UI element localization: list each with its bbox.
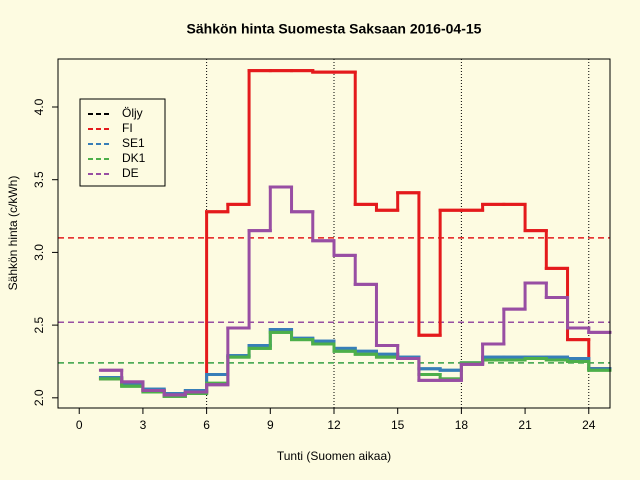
step-connector <box>100 330 610 398</box>
x-tick-label: 21 <box>518 418 532 432</box>
x-tick-label: 0 <box>76 418 83 432</box>
y-tick-label: 4.0 <box>32 98 46 115</box>
legend-label: DE <box>122 166 139 180</box>
step-connector <box>100 69 610 397</box>
x-axis-label: Tunti (Suomen aikaa) <box>277 449 391 463</box>
legend-label: Öljy <box>122 106 143 120</box>
legend-label: FI <box>122 121 133 135</box>
chart-title: Sähkön hinta Suomesta Saksaan 2016-04-15 <box>187 21 482 37</box>
y-tick-label: 3.5 <box>32 171 46 188</box>
x-tick-label: 18 <box>455 418 469 432</box>
legend-box <box>79 98 166 187</box>
y-tick-label: 2.0 <box>32 389 46 406</box>
y-tick-label: 2.5 <box>32 316 46 333</box>
legend-label: DK1 <box>122 151 146 165</box>
x-tick-label: 15 <box>391 418 405 432</box>
step-connector <box>100 185 610 397</box>
y-axis-label: Sähkön hinta (c/kWh) <box>6 176 20 291</box>
step-connector <box>100 327 610 395</box>
plot-frame <box>57 58 611 409</box>
x-tick-label: 6 <box>203 418 210 432</box>
x-tick-label: 24 <box>582 418 596 432</box>
y-tick-label: 3.0 <box>32 244 46 261</box>
x-tick-label: 3 <box>140 418 147 432</box>
x-tick-label: 9 <box>267 418 274 432</box>
x-tick-label: 12 <box>327 418 341 432</box>
legend-label: SE1 <box>122 136 145 150</box>
